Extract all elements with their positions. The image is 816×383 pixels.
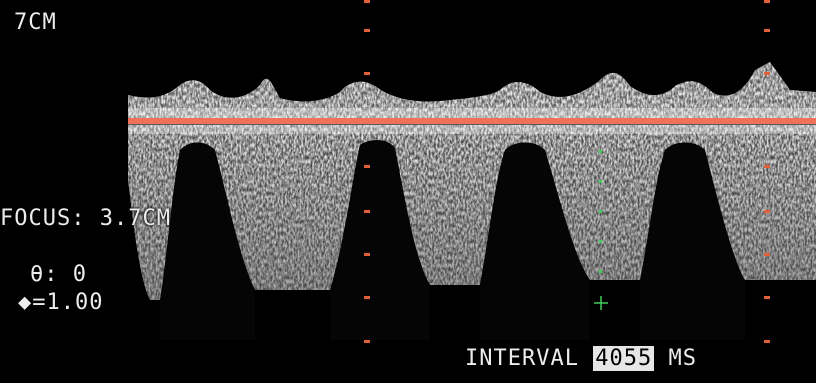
- dark-gap: [640, 142, 745, 340]
- scale-label: ◆=: [18, 290, 47, 315]
- crosshair-plus-icon[interactable]: [594, 296, 608, 310]
- dark-gap: [330, 140, 430, 340]
- interval-label: INTERVAL: [465, 346, 579, 371]
- marker-column-2: [764, 0, 770, 343]
- interval-unit: MS: [668, 346, 697, 371]
- reverse-texture: [128, 62, 816, 118]
- interval-value[interactable]: 4055: [593, 346, 655, 371]
- angle-readout: θ: 0: [30, 264, 87, 286]
- depth-label: 7CM: [14, 10, 57, 35]
- focus-label: FOCUS:: [0, 206, 86, 231]
- angle-value: 0: [72, 262, 87, 287]
- caliper-measurement[interactable]: [594, 150, 608, 310]
- scale-readout: ◆=1.00: [18, 292, 103, 314]
- focus-value: 3.7CM: [99, 206, 171, 231]
- flow-spectrum: [128, 125, 816, 340]
- marker-column-1: [364, 0, 370, 343]
- dark-gap: [480, 142, 590, 340]
- angle-label: θ:: [30, 262, 59, 287]
- dark-gap: [160, 142, 255, 340]
- spectrum-texture: [128, 125, 816, 300]
- interval-readout: INTERVAL 4055 MS: [465, 346, 697, 371]
- focus-readout: FOCUS: 3.7CM: [0, 208, 171, 230]
- doppler-baseline: [128, 118, 816, 124]
- scale-value: 1.00: [46, 290, 104, 315]
